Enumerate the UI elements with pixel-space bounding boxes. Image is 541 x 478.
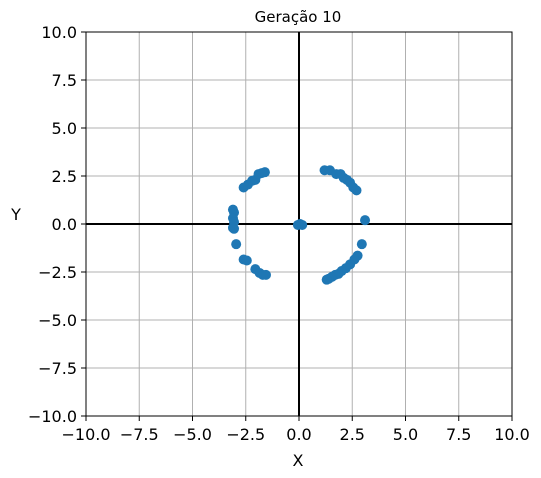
y-tick-label: −7.5 bbox=[38, 359, 77, 378]
x-axis-label: X bbox=[293, 451, 304, 470]
y-tick-label: 2.5 bbox=[52, 167, 77, 186]
x-tick-label: −7.5 bbox=[120, 425, 159, 444]
x-tick-label: 5.0 bbox=[393, 425, 418, 444]
x-tick-label: 0.0 bbox=[286, 425, 311, 444]
scatter-point bbox=[351, 185, 362, 196]
x-tick-label: −2.5 bbox=[226, 425, 265, 444]
y-tick-label: 10.0 bbox=[41, 23, 77, 42]
scatter-point bbox=[260, 269, 271, 280]
y-axis-label: Y bbox=[10, 205, 21, 224]
scatter-point bbox=[229, 223, 240, 234]
y-tick-label: 5.0 bbox=[52, 119, 77, 138]
scatter-point bbox=[321, 274, 332, 285]
x-tick-label: 10.0 bbox=[494, 425, 530, 444]
y-tick-label: −2.5 bbox=[38, 263, 77, 282]
x-tick-label: −10.0 bbox=[61, 425, 110, 444]
scatter-point bbox=[231, 239, 242, 250]
chart-title: Geração 10 bbox=[255, 8, 342, 26]
y-tick-label: 0.0 bbox=[52, 215, 77, 234]
x-tick-label: 7.5 bbox=[446, 425, 471, 444]
scatter-point bbox=[360, 215, 371, 226]
x-tick-label: 2.5 bbox=[340, 425, 365, 444]
scatter-points bbox=[227, 165, 371, 285]
x-axis-ticks: −10.0 −7.5 −5.0 −2.5 0.0 2.5 5.0 7.5 10.0 bbox=[61, 416, 530, 444]
scatter-point bbox=[241, 255, 252, 266]
y-tick-label: 7.5 bbox=[52, 71, 77, 90]
scatter-point bbox=[297, 219, 308, 230]
scatter-point bbox=[356, 239, 367, 250]
scatter-point bbox=[259, 167, 270, 178]
y-tick-label: −5.0 bbox=[38, 311, 77, 330]
y-axis-ticks: −10.0 −7.5 −5.0 −2.5 0.0 2.5 5.0 7.5 10.0 bbox=[28, 23, 86, 426]
y-tick-label: −10.0 bbox=[28, 407, 77, 426]
x-tick-label: −5.0 bbox=[173, 425, 212, 444]
